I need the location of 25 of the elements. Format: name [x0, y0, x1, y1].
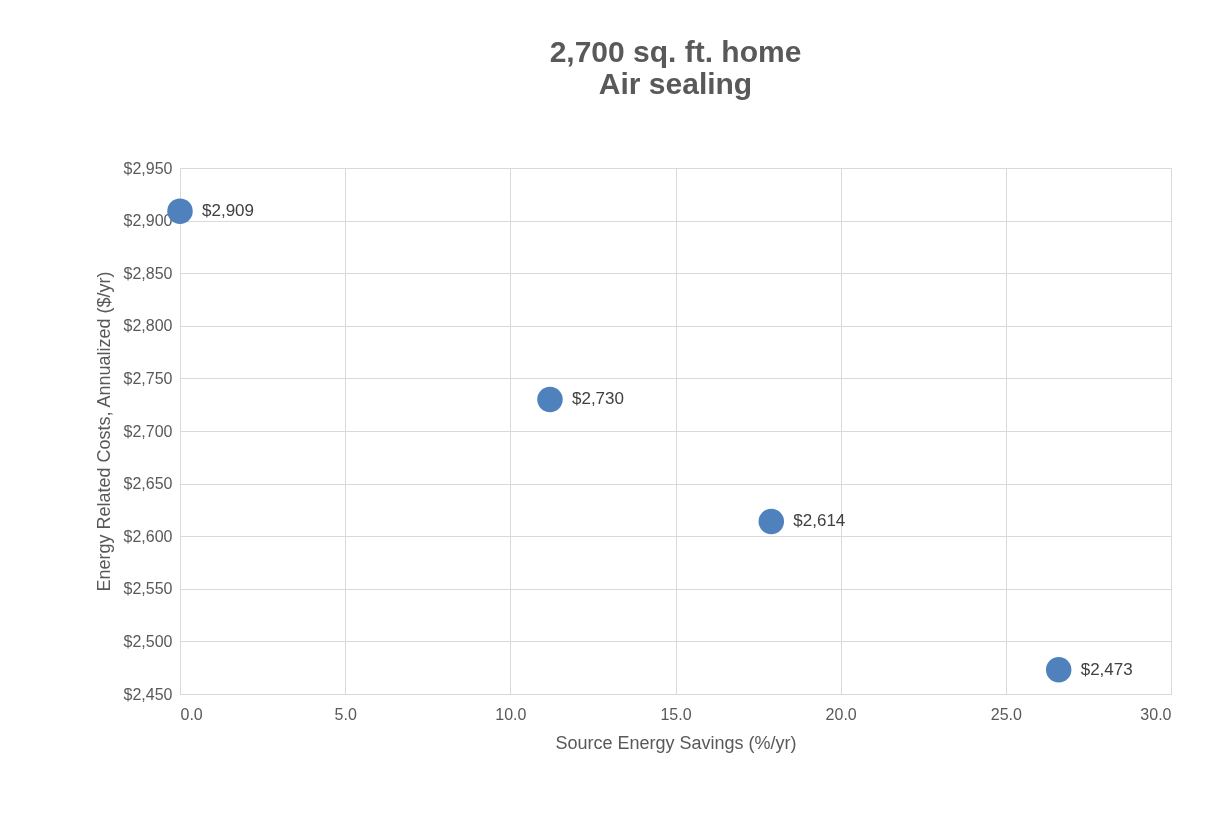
x-tick-label: 10.0: [495, 705, 527, 723]
data-label: $2,730: [571, 389, 624, 409]
y-tick-label: $2,750: [123, 369, 173, 387]
x-tick-label: 0.0: [180, 705, 203, 723]
y-tick-label: $2,650: [123, 475, 173, 493]
y-tick-label: $2,850: [123, 264, 173, 282]
x-tick-label: 5.0: [334, 705, 357, 723]
data-label: $2,909: [202, 201, 254, 221]
y-tick-label: $2,500: [123, 632, 173, 650]
data-label: $2,473: [1080, 659, 1133, 679]
y-tick-label: $2,800: [123, 317, 173, 335]
y-tick-label: $2,550: [123, 580, 173, 598]
y-tick-label: $2,700: [123, 422, 173, 440]
y-tick-label: $2,450: [123, 685, 173, 703]
x-axis-title: Source Energy Savings (%/yr): [555, 732, 797, 753]
y-axis-title: Energy Related Costs, Annualized ($/yr): [93, 271, 114, 592]
x-tick-label: 30.0: [1140, 705, 1172, 723]
y-tick-label: $2,950: [123, 159, 173, 177]
x-tick-label: 20.0: [825, 705, 857, 723]
y-tick-label: $2,900: [123, 212, 173, 230]
x-tick-label: 15.0: [660, 705, 692, 723]
x-tick-label: 25.0: [990, 705, 1023, 723]
y-tick-label: $2,600: [123, 527, 173, 545]
chart-title: 2,700 sq. ft. home Air sealing: [549, 35, 802, 100]
data-label: $2,614: [793, 511, 846, 531]
